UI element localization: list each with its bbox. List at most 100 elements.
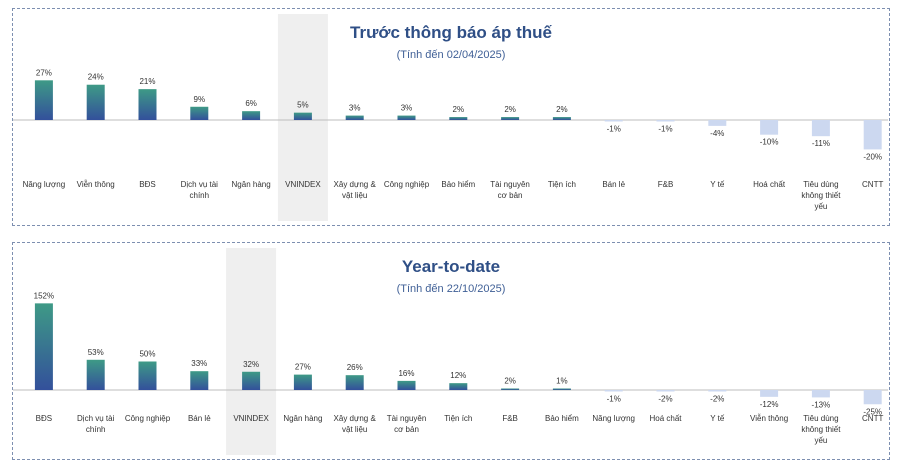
category-label: Năng lượng (592, 414, 635, 423)
bar (86, 359, 105, 390)
bar (656, 390, 675, 392)
category-label: Tài nguyên cơ bản (387, 414, 427, 434)
chart-subtitle: (Tính đến 02/04/2025) (396, 49, 506, 61)
category-label: BĐS (36, 414, 52, 423)
data-label: -10% (760, 138, 779, 147)
category-label: Bảo hiểm (545, 414, 579, 423)
bar (190, 106, 209, 120)
data-label: 33% (191, 359, 207, 368)
bar (604, 120, 623, 122)
data-label: 24% (88, 73, 104, 82)
bar (34, 80, 53, 120)
data-label: -1% (607, 125, 621, 134)
bar (552, 388, 571, 390)
category-label: Bán lẻ (188, 414, 211, 423)
category-label: F&B (502, 414, 518, 423)
data-label: 5% (297, 101, 309, 110)
bar-chart-pre-tariff: 27% Năng lượng 24% Viễn thông 21% BĐS 9% Dịch v… (13, 14, 888, 221)
category-label: Ngân hàng (232, 180, 271, 189)
category-label: CNTT (862, 180, 883, 189)
data-label: 6% (245, 99, 257, 108)
data-label: 27% (36, 68, 52, 77)
category-label: Xây dựng & vật liệu (334, 180, 377, 200)
category-label: Bán lẻ (602, 180, 625, 189)
data-label: -2% (710, 395, 724, 404)
category-label: Y tế (710, 180, 725, 189)
data-label: 1% (556, 377, 568, 386)
data-label: 53% (88, 348, 104, 357)
category-label: F&B (658, 180, 674, 189)
category-label: Năng lượng (23, 180, 66, 189)
category-label: Công nghiệp (384, 180, 430, 189)
data-label: 2% (504, 377, 516, 386)
bar (863, 390, 882, 405)
chart-panel-pre-tariff: Trước thông báo áp thuế (Tính đến 02/04/… (12, 8, 890, 226)
data-label: -11% (812, 139, 830, 148)
category-label: Viễn thông (750, 414, 788, 423)
data-label: 12% (450, 371, 466, 380)
bar (501, 117, 520, 120)
category-label: Viễn thông (77, 180, 115, 189)
category-label: Bảo hiểm (441, 180, 475, 189)
bar (397, 115, 416, 120)
bar (397, 380, 416, 390)
chart-title: Trước thông báo áp thuế (350, 23, 552, 42)
bar (449, 117, 468, 120)
category-label: Tiện ích (444, 414, 472, 423)
chart-title: Year-to-date (401, 257, 501, 276)
data-label: 50% (139, 350, 155, 359)
bar (345, 375, 364, 390)
data-label: 2% (504, 105, 516, 114)
data-label: 3% (349, 104, 361, 113)
category-label: Dịch vụ tài chính (181, 180, 219, 200)
bar (604, 390, 623, 392)
data-label: 26% (347, 363, 363, 372)
bar (811, 120, 830, 137)
category-label: BĐS (139, 180, 155, 189)
bar (760, 390, 779, 397)
category-label: Xây dựng & vật liệu (334, 414, 377, 434)
category-label: Hoá chất (753, 180, 786, 189)
chart-panel-ytd: Year-to-date (Tính đến 22/10/2025) 152% B… (12, 242, 890, 460)
data-label: 21% (139, 77, 155, 86)
bar (811, 390, 830, 398)
bar (501, 388, 520, 390)
data-label: -4% (710, 129, 724, 138)
highlight-band (226, 248, 277, 455)
data-label: 9% (194, 95, 206, 104)
category-label: Hoá chất (649, 414, 682, 423)
bar (449, 383, 468, 390)
bar (138, 361, 157, 390)
bar (86, 84, 105, 120)
category-label: VNINDEX (285, 180, 321, 189)
category-label: Tiện ích (548, 180, 576, 189)
category-label: VNINDEX (233, 414, 269, 423)
data-label: -20% (863, 152, 882, 161)
data-label: 27% (295, 363, 311, 372)
bar (708, 390, 727, 392)
category-label: CNTT (862, 414, 883, 423)
data-label: -1% (658, 125, 672, 134)
data-label: 3% (401, 104, 413, 113)
bar-chart-ytd: 152% BĐS 53% Dịch vụ tài chính 50% Công nghiệp… (13, 248, 888, 455)
bar (863, 120, 882, 150)
bar (242, 371, 261, 390)
data-label: -13% (812, 400, 831, 409)
category-label: Tiêu dùng không thiết yếu (801, 414, 841, 445)
bar (552, 117, 571, 120)
category-label: Dịch vụ tài chính (77, 414, 115, 434)
chart-subtitle: (Tính đến 22/10/2025) (396, 283, 506, 295)
bar (293, 374, 312, 390)
data-label: -25% (863, 407, 882, 416)
data-label: 32% (243, 360, 259, 369)
bar (138, 89, 157, 120)
category-label: Ngân hàng (283, 414, 322, 423)
bar (242, 111, 261, 120)
data-label: 152% (34, 291, 54, 300)
data-label: -2% (658, 395, 672, 404)
category-label: Tiêu dùng không thiết yếu (801, 180, 841, 211)
data-label: 2% (453, 105, 465, 114)
bar (293, 112, 312, 120)
bar (345, 115, 364, 120)
category-label: Tài nguyên cơ bản (490, 180, 530, 200)
